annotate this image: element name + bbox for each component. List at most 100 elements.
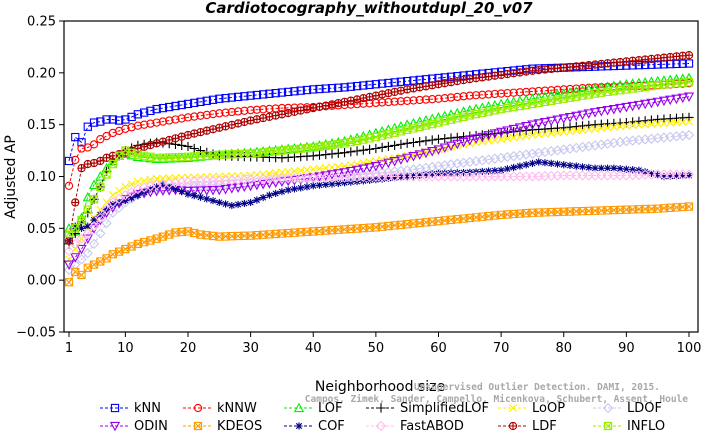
data-point-ldf <box>64 236 74 245</box>
data-point-lof <box>189 151 200 162</box>
y-tick-label: −0.05 <box>16 326 56 341</box>
data-point-loop <box>653 119 662 128</box>
data-point-fastabod <box>132 183 144 195</box>
data-point-lof <box>614 79 626 90</box>
legend-marker-inflo <box>603 421 613 431</box>
legend-item-odin: ODIN <box>100 419 168 434</box>
data-point-simplifiedlof <box>365 144 375 154</box>
data-point-knn <box>377 79 387 88</box>
data-point-cof <box>84 222 92 230</box>
data-point-odin <box>483 131 494 141</box>
data-point-cof <box>328 180 336 188</box>
data-point-knn <box>302 85 312 95</box>
data-point-knn <box>64 156 74 166</box>
data-point-loop <box>578 126 587 135</box>
y-tick-label: 0.15 <box>27 118 56 133</box>
data-point-odin <box>402 153 413 164</box>
series-kdeos <box>64 202 694 287</box>
y-axis: −0.05 0.00 0.05 0.10 0.15 0.20 0.25 <box>16 15 64 341</box>
data-point-cof <box>397 173 405 181</box>
data-point-odin <box>126 192 137 203</box>
x-tick-label: 20 <box>180 341 197 356</box>
data-point-knnw <box>140 120 149 129</box>
data-point-cof <box>491 167 499 175</box>
plot-area <box>63 20 699 333</box>
data-point-knnw <box>240 106 249 115</box>
data-point-cof <box>484 167 493 175</box>
data-point-cof <box>228 201 236 210</box>
data-point-lof <box>95 171 106 181</box>
data-point-odin <box>677 93 688 104</box>
data-point-knnw <box>133 121 143 130</box>
data-point-cof <box>660 172 668 181</box>
data-point-cof <box>566 161 574 170</box>
data-point-knnw <box>471 91 481 100</box>
data-point-lof <box>608 80 619 91</box>
data-point-knn <box>196 97 205 107</box>
data-point-lof <box>552 89 563 99</box>
data-point-cof <box>134 191 142 199</box>
data-point-lof <box>527 93 538 103</box>
data-point-lof <box>176 152 187 163</box>
data-point-cof <box>297 184 305 192</box>
data-point-knnw <box>77 144 86 153</box>
legend-item-kdeos: KDEOS <box>183 419 262 434</box>
data-point-odin <box>452 139 463 150</box>
data-point-loop <box>566 127 574 136</box>
data-point-loop <box>121 182 130 191</box>
data-point-cof <box>647 169 656 177</box>
data-point-loop <box>572 126 581 135</box>
data-point-lof <box>539 91 551 101</box>
data-point-cof <box>71 222 79 230</box>
data-point-knn <box>240 92 249 101</box>
data-point-knnw <box>89 140 99 149</box>
data-point-cof <box>146 185 155 193</box>
data-point-knn <box>265 89 274 98</box>
data-point-odin <box>539 118 551 128</box>
x-tick-label: 80 <box>555 341 572 356</box>
data-point-odin <box>351 165 363 176</box>
series-line-fastabod <box>68 173 689 252</box>
data-point-ldf <box>171 134 180 143</box>
data-point-cof <box>391 174 399 182</box>
data-point-lof <box>514 95 526 105</box>
data-point-simplifiedlof <box>402 138 412 148</box>
data-point-lof <box>558 88 569 98</box>
data-point-knn <box>340 83 349 92</box>
data-point-ldof <box>95 228 106 239</box>
data-point-knn <box>315 84 324 94</box>
data-point-knnw <box>215 109 224 118</box>
data-point-kdeos <box>64 278 74 287</box>
y-tick-label: 0.20 <box>27 66 56 81</box>
data-point-cof <box>434 169 443 177</box>
data-point-cof <box>309 182 317 190</box>
data-point-fastabod <box>95 212 106 224</box>
data-point-cof <box>441 169 449 177</box>
data-point-simplifiedlof <box>333 148 343 158</box>
data-point-knnw <box>265 104 274 114</box>
data-point-loop <box>296 166 305 175</box>
data-point-loop <box>158 174 167 183</box>
data-point-knn <box>208 95 218 104</box>
data-point-simplifiedlof <box>346 147 356 157</box>
data-point-cof <box>184 190 192 198</box>
data-point-odin <box>383 158 394 169</box>
data-point-simplifiedlof <box>371 143 381 154</box>
data-point-knn <box>334 83 343 92</box>
data-point-ldof <box>88 238 100 250</box>
data-point-lof <box>477 102 488 112</box>
data-point-cof <box>560 161 568 169</box>
data-point-knnw <box>171 115 180 124</box>
data-point-cof <box>510 163 518 172</box>
data-point-knnw <box>409 96 418 105</box>
data-point-odin <box>389 157 400 167</box>
data-point-cof <box>522 161 530 169</box>
y-tick-label: 0.05 <box>27 222 56 237</box>
legend-marker-knn <box>110 403 120 413</box>
data-point-knnw <box>177 114 186 123</box>
data-point-knnw <box>384 97 393 107</box>
data-point-odin <box>245 181 256 192</box>
data-point-lof <box>145 152 156 163</box>
data-point-cof <box>171 185 180 193</box>
data-point-cof <box>178 187 186 196</box>
